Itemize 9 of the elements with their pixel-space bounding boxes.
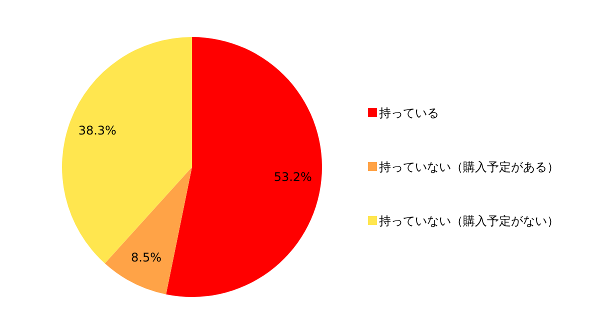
legend-label: 持っている bbox=[379, 106, 439, 120]
data-label: 53.2% bbox=[274, 170, 312, 184]
legend-label: 持っていない（購入予定がある） bbox=[379, 160, 559, 174]
data-label: 38.3% bbox=[78, 124, 116, 138]
legend-label: 持っていない（購入予定がない） bbox=[379, 214, 559, 228]
pie-slice bbox=[62, 37, 192, 264]
pie-slice bbox=[166, 37, 322, 297]
pie-slice bbox=[104, 167, 192, 294]
data-label: 8.5% bbox=[131, 250, 162, 264]
